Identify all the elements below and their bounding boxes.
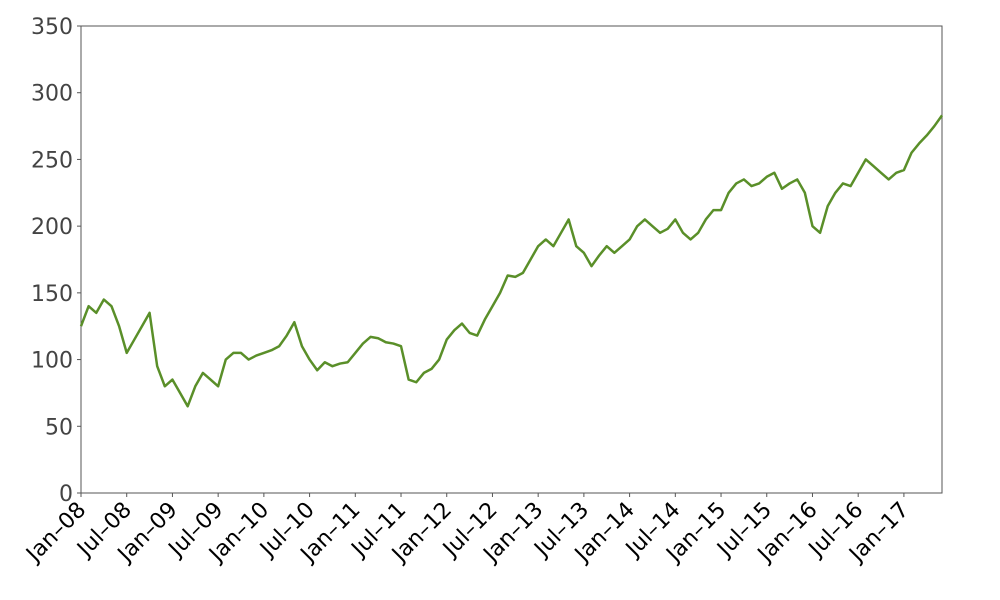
y-tick-label: 200 [31,215,73,240]
y-tick-label: 300 [31,82,73,107]
y-tick-label: 350 [31,15,73,40]
y-tick-label: 150 [31,282,73,307]
data-line [79,114,944,408]
x-tick-label: Jan–08 [21,498,92,569]
y-tick-label: 0 [59,482,73,507]
plot-frame [80,25,943,494]
y-tick-label: 250 [31,148,73,173]
y-tick-label: 50 [45,415,73,440]
y-tick-label: 100 [31,349,73,374]
